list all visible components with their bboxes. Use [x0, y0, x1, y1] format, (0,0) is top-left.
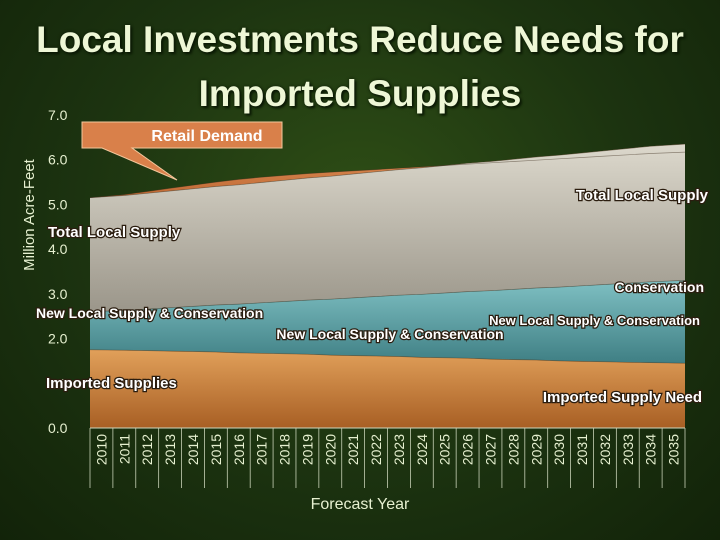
x-tick-label: 2035: [666, 434, 682, 465]
x-axis-label: Forecast Year: [310, 496, 410, 513]
x-tick-label: 2013: [162, 434, 178, 465]
x-tick-label: 2015: [208, 434, 224, 465]
imported-supplies-label-left: Imported Supplies: [46, 375, 177, 392]
total-local-supply-label-right: Total Local Supply: [576, 187, 709, 204]
x-tick-label: 2034: [643, 434, 659, 465]
new-local-supply-label-center: New Local Supply & Conservation: [276, 326, 503, 342]
x-tick-label: 2020: [322, 434, 338, 465]
x-tick-label: 2030: [551, 434, 567, 465]
x-tick-label: 2027: [482, 434, 498, 465]
x-tick-label: 2011: [116, 434, 132, 464]
retail-demand-label: Retail Demand: [151, 128, 262, 145]
new-local-supply-area: [90, 280, 685, 364]
x-tick-label: 2033: [620, 434, 636, 465]
conservation-label-right: Conservation: [615, 279, 704, 295]
x-tick-label: 2021: [345, 434, 361, 465]
y-tick-label: 1.0: [48, 375, 68, 391]
x-tick-label: 2024: [414, 434, 430, 465]
imported-supply-need-label-right: Imported Supply Need: [543, 389, 702, 406]
y-tick-label: 3.0: [48, 286, 68, 302]
x-tick-label: 2018: [277, 434, 293, 465]
series-boundary-line: [89, 151, 686, 199]
x-tick-label: 2022: [368, 434, 384, 465]
y-axis-label: Million Acre-Feet: [21, 159, 38, 271]
y-tick-label: 0.0: [48, 420, 68, 436]
y-tick-label: 7.0: [48, 107, 68, 123]
x-tick-label: 2014: [185, 434, 201, 465]
y-tick-label: 4.0: [48, 241, 68, 257]
retail-demand-callout: [81, 121, 283, 181]
x-tick-label: 2023: [391, 434, 407, 465]
page-title: Local Investments Reduce Needs for: [36, 19, 684, 60]
series-boundary-line: [89, 280, 686, 313]
x-tick-label: 2029: [528, 434, 544, 465]
y-tick-label: 5.0: [48, 196, 68, 212]
new-local-supply-label-left: New Local Supply & Conservation: [36, 305, 263, 321]
x-tick-label: 2031: [574, 434, 590, 465]
series-boundary-line: [89, 143, 686, 199]
total-local-supply-label-left: Total Local Supply: [48, 224, 181, 241]
total-local-supply-area: [90, 144, 685, 312]
x-tick-label: 2019: [299, 434, 315, 465]
imported-supplies-area: [90, 349, 685, 428]
series-boundary-line: [89, 349, 686, 364]
page-subtitle: Imported Supplies: [198, 73, 522, 114]
x-tick-label: 2025: [437, 434, 453, 465]
new-local-supply-label-right: New Local Supply & Conservation: [489, 313, 700, 328]
x-tick-label: 2010: [93, 434, 109, 465]
y-tick-label: 2.0: [48, 331, 68, 347]
x-tick-label: 2012: [139, 434, 155, 465]
y-tick-label: 6.0: [48, 152, 68, 168]
x-tick-label: 2016: [231, 434, 247, 465]
x-tick-label: 2026: [460, 434, 476, 465]
x-tick-label: 2028: [505, 434, 521, 465]
x-tick-label: 2032: [597, 434, 613, 465]
x-tick-label: 2017: [254, 434, 270, 465]
